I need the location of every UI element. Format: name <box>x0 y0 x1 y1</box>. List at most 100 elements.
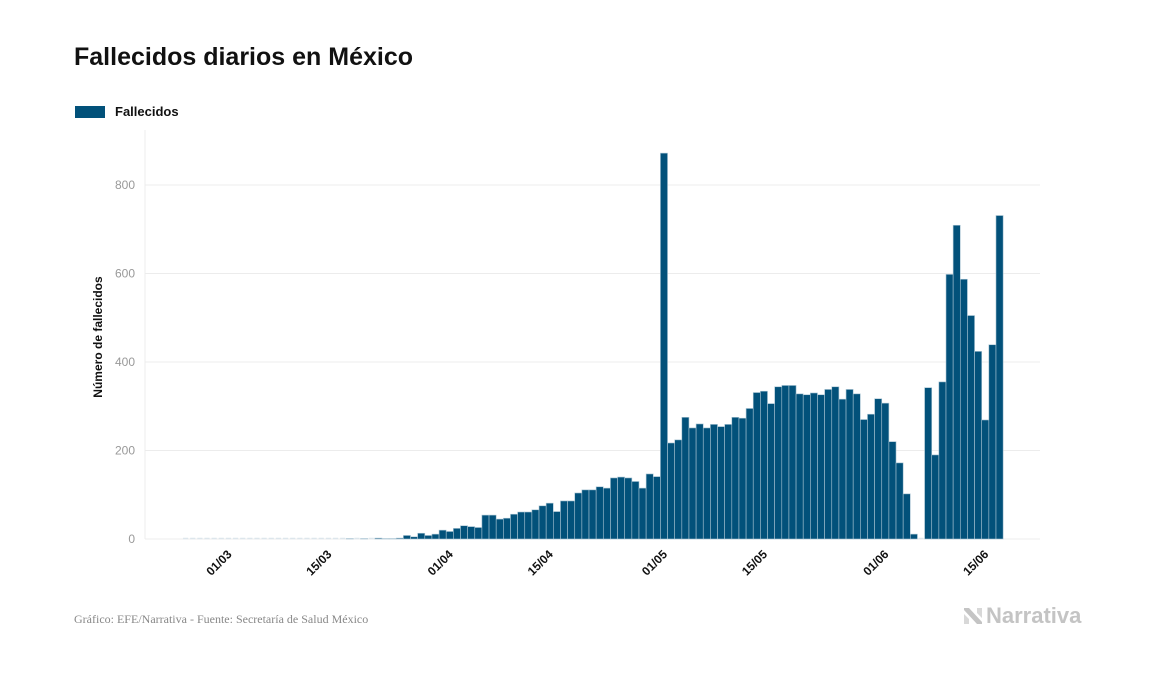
bar <box>738 417 747 540</box>
bar <box>860 419 868 540</box>
bar <box>595 486 604 540</box>
bar <box>652 476 661 540</box>
bar <box>695 423 704 540</box>
bar <box>845 389 854 540</box>
bar <box>567 500 576 540</box>
y-tick-label: 0 <box>128 532 135 546</box>
legend-swatch <box>75 105 105 118</box>
bar <box>681 417 690 540</box>
bar <box>717 426 725 540</box>
bar <box>624 477 633 540</box>
bar <box>488 514 497 540</box>
bar <box>467 526 476 540</box>
bar <box>888 441 897 540</box>
x-tick-label: 01/05 <box>639 547 670 578</box>
legend-label: Fallecidos <box>115 104 179 119</box>
bar <box>702 427 711 540</box>
bar <box>631 481 640 540</box>
bar <box>952 224 961 540</box>
bar <box>481 514 490 540</box>
bar <box>574 492 583 540</box>
bar <box>581 489 590 540</box>
bar <box>895 462 904 540</box>
bar <box>710 424 718 540</box>
bar <box>902 493 911 540</box>
bar <box>560 500 568 540</box>
bar <box>795 393 804 540</box>
bar <box>767 403 775 540</box>
bar <box>395 537 404 540</box>
bar <box>967 315 975 540</box>
bar <box>874 398 883 540</box>
x-tick-label: 15/06 <box>960 547 991 578</box>
legend: Fallecidos <box>75 104 179 119</box>
bar <box>867 413 875 540</box>
bar <box>838 398 847 540</box>
bar <box>510 513 518 540</box>
bar <box>688 427 697 540</box>
bar <box>724 424 733 540</box>
bar <box>959 278 968 540</box>
source-note: Gráfico: EFE/Narrativa - Fuente: Secreta… <box>74 612 369 626</box>
bar <box>438 529 447 540</box>
bar <box>431 533 440 540</box>
x-tick-label: 01/06 <box>860 547 891 578</box>
bar <box>881 402 890 540</box>
bar <box>553 511 561 540</box>
bar <box>660 152 668 540</box>
bar <box>824 389 833 540</box>
bar <box>517 511 526 540</box>
logo-text: Narrativa <box>986 603 1082 628</box>
bar <box>974 351 983 540</box>
bar <box>403 535 411 540</box>
bar <box>503 517 511 540</box>
bar <box>802 394 811 540</box>
x-tick-label: 15/05 <box>739 547 770 578</box>
bar <box>495 518 504 540</box>
bar <box>460 525 468 540</box>
bar <box>945 274 954 540</box>
bar <box>445 531 454 540</box>
bar <box>410 536 418 540</box>
bar <box>638 487 647 540</box>
bar <box>474 527 483 540</box>
bar <box>602 487 611 540</box>
x-tick-label: 15/03 <box>303 547 334 578</box>
bar <box>910 533 918 540</box>
bar <box>617 476 626 540</box>
bar <box>610 477 618 540</box>
bar <box>774 386 783 540</box>
bar <box>674 439 683 540</box>
x-tick-label: 15/04 <box>525 547 556 578</box>
bar <box>752 392 761 540</box>
bar <box>817 394 825 540</box>
bar <box>524 511 533 540</box>
bar <box>852 393 861 540</box>
bar <box>760 390 768 540</box>
bar <box>531 509 540 540</box>
bar <box>831 386 840 540</box>
bar <box>981 419 990 540</box>
y-tick-label: 400 <box>115 355 135 369</box>
bar <box>988 344 997 540</box>
bar <box>745 408 754 540</box>
bar <box>588 489 597 540</box>
bar <box>781 385 790 540</box>
bar <box>731 417 740 540</box>
y-tick-label: 800 <box>115 178 135 192</box>
x-tick-label: 01/04 <box>425 547 456 578</box>
bar <box>424 535 433 540</box>
bar <box>667 442 675 540</box>
bar <box>788 385 797 540</box>
chart-title: Fallecidos diarios en México <box>74 43 414 71</box>
bar <box>374 537 383 540</box>
bar <box>538 505 547 540</box>
bar <box>931 454 940 540</box>
narrativa-logo: Narrativa <box>963 603 1081 629</box>
bar <box>995 215 1004 540</box>
bar <box>924 387 933 540</box>
bar <box>645 473 654 540</box>
x-tick-label: 01/03 <box>203 547 234 578</box>
bar <box>417 532 426 540</box>
